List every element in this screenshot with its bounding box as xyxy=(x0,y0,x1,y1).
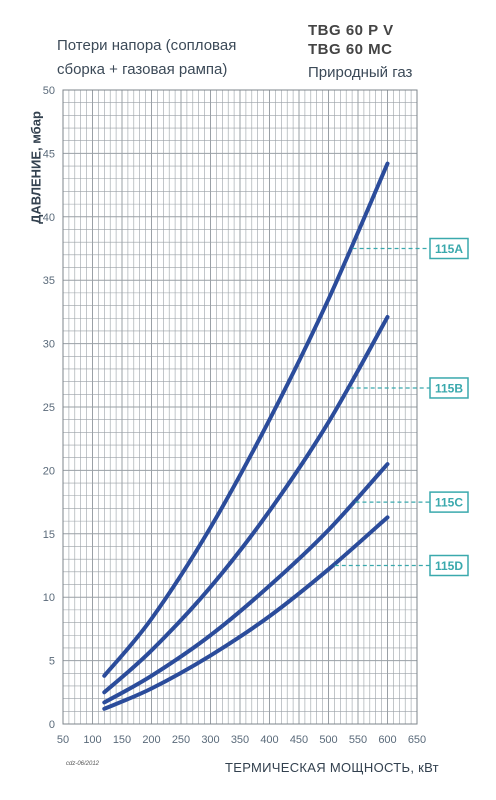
series-label-115D: 115D xyxy=(435,559,463,573)
x-tick-label: 200 xyxy=(142,734,160,746)
series-label-box-115D xyxy=(429,554,469,577)
x-axis-label: ТЕРМИЧЕСКАЯ МОЩНОСТЬ, кВт xyxy=(225,760,439,775)
x-tick-label: 550 xyxy=(349,734,367,746)
y-tick-label: 40 xyxy=(43,212,55,224)
subtitle-line-2: сборка + газовая рампа) xyxy=(57,61,228,78)
y-tick-label: 45 xyxy=(43,148,55,160)
x-tick-label: 300 xyxy=(201,734,219,746)
series-line-115A xyxy=(102,161,390,678)
y-tick-label: 35 xyxy=(43,275,55,287)
series: 115A 115B 115C 115D xyxy=(102,161,469,711)
y-tick-label: 30 xyxy=(43,339,55,351)
series-label-115C: 115C xyxy=(435,496,463,510)
y-tick-label: 25 xyxy=(43,402,55,414)
y-tick-label: 20 xyxy=(43,465,55,477)
x-tick-label: 350 xyxy=(231,734,249,746)
series-line-115B xyxy=(102,314,390,695)
series-label-box-115C xyxy=(429,491,469,513)
series-line-115D xyxy=(102,515,390,711)
x-tick-label: 150 xyxy=(113,734,131,746)
grid xyxy=(62,89,418,725)
model-name-2: TBG 60 MC xyxy=(308,41,393,58)
series-line-115C xyxy=(102,462,390,705)
y-tick-label: 10 xyxy=(43,592,55,604)
subtitle-line-1: Потери напора (сопловая xyxy=(57,37,237,54)
series-label-box-115A xyxy=(429,237,469,260)
series-label-115B: 115B xyxy=(435,381,463,395)
date-code: cdz-06/2012 xyxy=(66,761,100,767)
x-tick-label: 650 xyxy=(408,734,426,746)
x-tick-label: 450 xyxy=(290,734,308,746)
axes: 50 100 150 200 250 300 350 400 450 500 550 600 65005… xyxy=(43,85,426,746)
model-name-1: TBG 60 P V xyxy=(308,22,394,39)
x-tick-label: 100 xyxy=(83,734,101,746)
y-tick-label: 50 xyxy=(43,85,55,97)
x-tick-label: 500 xyxy=(319,734,337,746)
y-tick-label: 0 xyxy=(49,719,55,731)
x-tick-label: 400 xyxy=(260,734,278,746)
plot-border xyxy=(62,89,418,725)
y-tick-label: 5 xyxy=(49,656,55,668)
y-tick-label: 15 xyxy=(43,529,55,541)
fuel-type: Природный газ xyxy=(308,64,413,81)
x-tick-label: 600 xyxy=(378,734,396,746)
series-label-box-115B xyxy=(429,377,469,399)
series-label-115A: 115A xyxy=(435,242,463,256)
x-tick-label: 50 xyxy=(57,734,69,746)
x-tick-label: 250 xyxy=(172,734,190,746)
chart-subtitle: Потери напора (сопловая сборка + газовая… xyxy=(57,34,236,82)
